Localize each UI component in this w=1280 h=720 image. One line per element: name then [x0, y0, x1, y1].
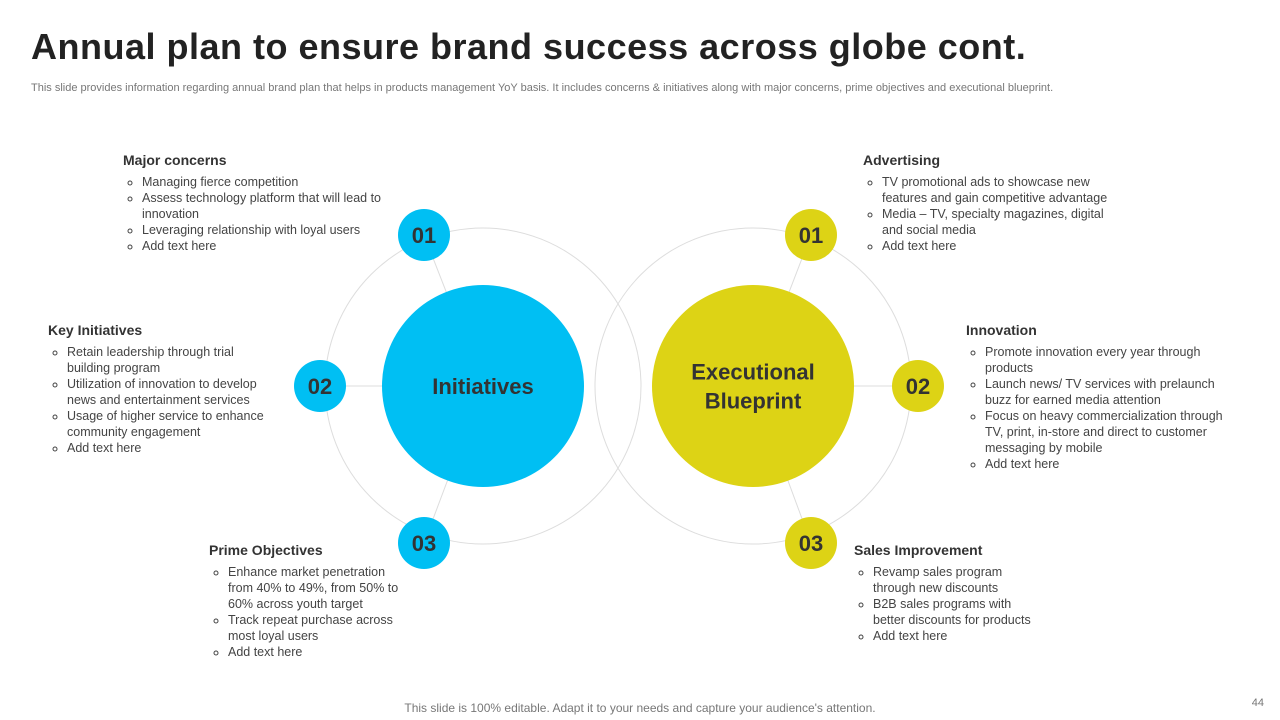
- text-block: Innovation Promote innovation every year …: [966, 322, 1231, 472]
- bullet-item: Media – TV, specialty magazines, digital…: [882, 206, 1125, 238]
- node-circle: [398, 209, 450, 261]
- subtitle: This slide provides information regardin…: [31, 82, 1054, 94]
- bullet-list: Managing fierce competitionAssess techno…: [123, 174, 385, 254]
- bullet-item: Revamp sales program through new discoun…: [873, 564, 1046, 596]
- bullet-item: Track repeat purchase across most loyal …: [228, 612, 401, 644]
- bullet-item: TV promotional ads to showcase new featu…: [882, 174, 1125, 206]
- hub-circle: [652, 285, 854, 487]
- bullet-item: Focus on heavy commercialization through…: [985, 408, 1231, 456]
- section-heading: Major concerns: [123, 152, 227, 168]
- bullet-item: Leveraging relationship with loyal users: [142, 222, 385, 238]
- node-circle: [892, 360, 944, 412]
- section-heading: Innovation: [966, 322, 1037, 338]
- bullet-item: Add text here: [67, 440, 280, 456]
- bullet-item: Add text here: [873, 628, 1046, 644]
- bullet-item: Add text here: [985, 456, 1231, 472]
- node-label: 01: [412, 223, 436, 248]
- bullet-item: B2B sales programs with better discounts…: [873, 596, 1046, 628]
- bullet-item: Assess technology platform that will lea…: [142, 190, 385, 222]
- node-circle: [294, 360, 346, 412]
- node-circle: [785, 517, 837, 569]
- section-heading: Key Initiatives: [48, 322, 143, 338]
- bullet-item: Retain leadership through trial building…: [67, 344, 280, 376]
- bullet-item: Enhance market penetration from 40% to 4…: [228, 564, 401, 612]
- text-block: Prime Objectives Enhance market penetrati…: [209, 542, 401, 660]
- bullet-item: Launch news/ TV services with prelaunch …: [985, 376, 1231, 408]
- section-heading: Prime Objectives: [209, 542, 323, 558]
- bullet-list: Promote innovation every year through pr…: [966, 344, 1231, 472]
- footer-note: This slide is 100% editable. Adapt it to…: [404, 701, 876, 715]
- node-circle: [785, 209, 837, 261]
- text-block: Sales Improvement Revamp sales program th…: [854, 542, 1046, 644]
- hub-label: Blueprint: [705, 389, 802, 414]
- node-circle: [398, 517, 450, 569]
- bullet-item: Managing fierce competition: [142, 174, 385, 190]
- bullet-item: Promote innovation every year through pr…: [985, 344, 1231, 376]
- hub-circle: [382, 285, 584, 487]
- title: Annual plan to ensure brand success acro…: [31, 26, 1027, 67]
- text-block: Advertising TV promotional ads to showcas…: [863, 152, 1125, 254]
- page-number: 44: [1251, 697, 1264, 709]
- bullet-list: TV promotional ads to showcase new featu…: [863, 174, 1125, 254]
- bullet-item: Add text here: [228, 644, 401, 660]
- bullet-list: Enhance market penetration from 40% to 4…: [209, 564, 401, 660]
- hub-label: Executional: [691, 360, 814, 385]
- node-label: 03: [412, 531, 436, 556]
- hub-label: Initiatives: [432, 374, 533, 399]
- node-label: 02: [308, 374, 332, 399]
- text-block: Major concerns Managing fierce competitio…: [123, 152, 385, 254]
- node-label: 03: [799, 531, 823, 556]
- node-label: 01: [799, 223, 823, 248]
- bullet-item: Usage of higher service to enhance commu…: [67, 408, 280, 440]
- text-block: Key Initiatives Retain leadership through…: [48, 322, 280, 456]
- bullet-item: Add text here: [142, 238, 385, 254]
- bullet-item: Add text here: [882, 238, 1125, 254]
- bullet-item: Utilization of innovation to develop new…: [67, 376, 280, 408]
- node-label: 02: [906, 374, 930, 399]
- bullet-list: Revamp sales program through new discoun…: [854, 564, 1046, 644]
- section-heading: Sales Improvement: [854, 542, 983, 558]
- bullet-list: Retain leadership through trial building…: [48, 344, 280, 456]
- section-heading: Advertising: [863, 152, 941, 168]
